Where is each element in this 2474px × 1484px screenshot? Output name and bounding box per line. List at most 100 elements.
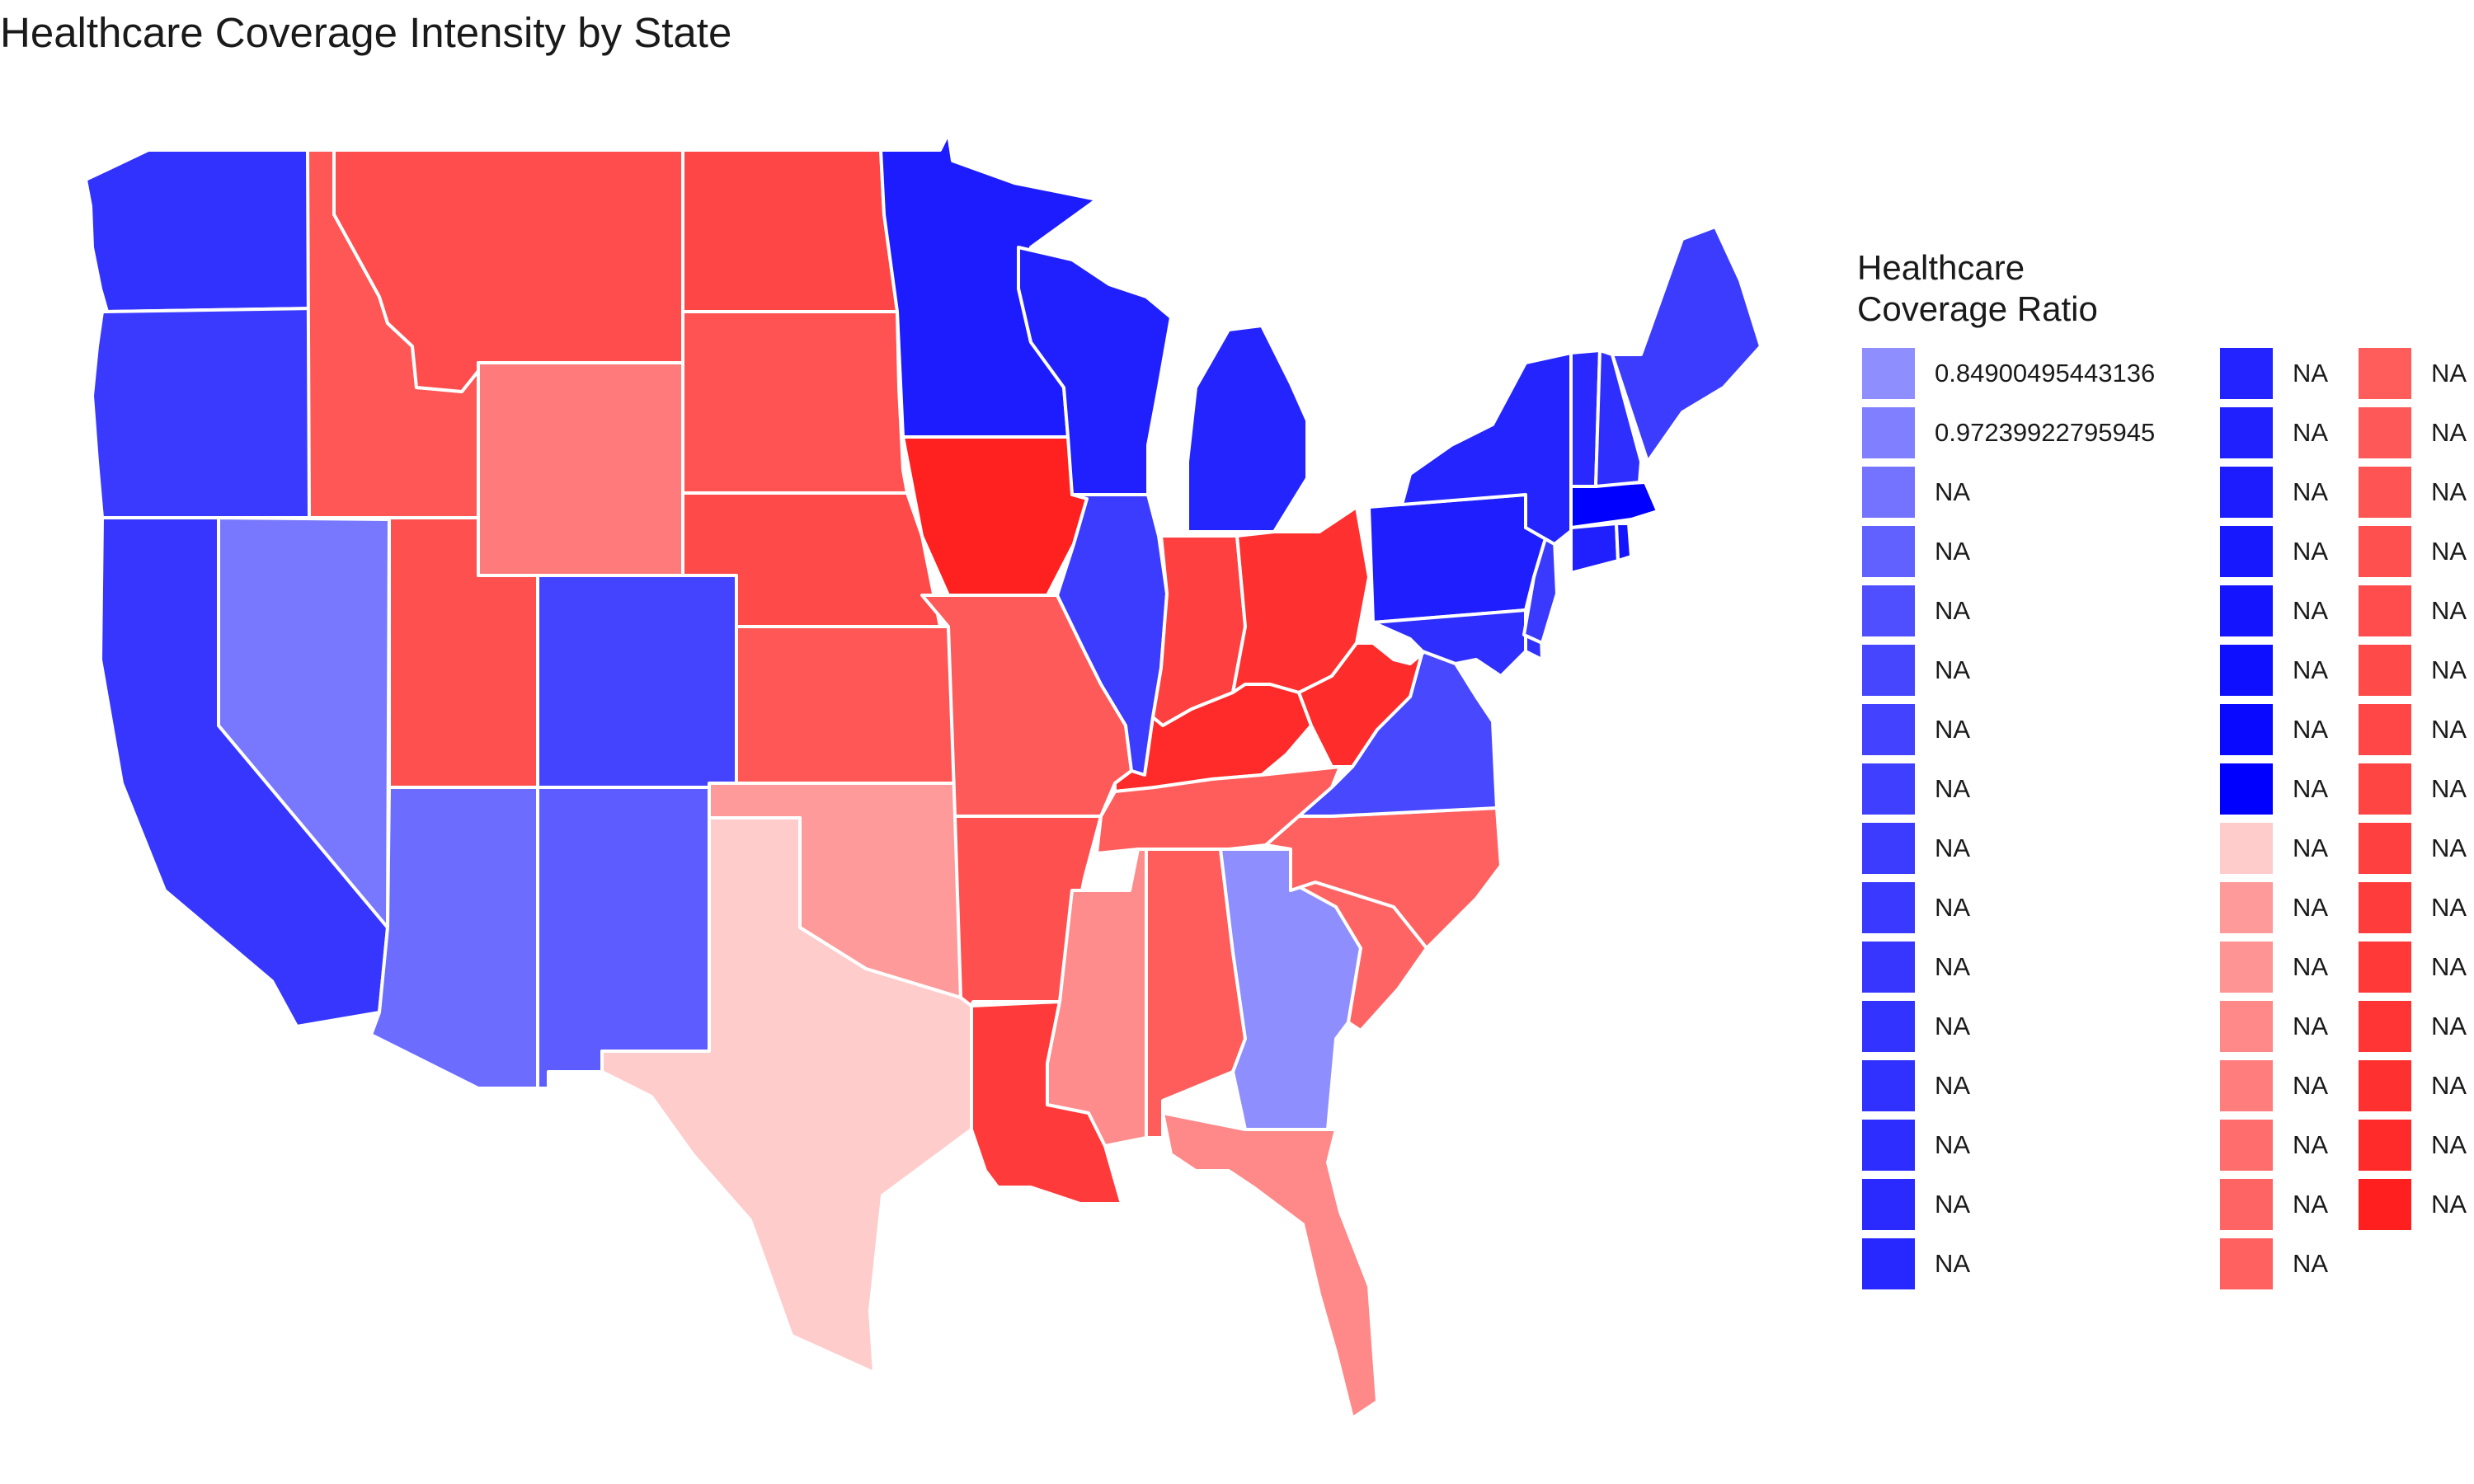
legend-label: NA xyxy=(2293,467,2328,518)
legend-key xyxy=(2220,1120,2273,1171)
legend-title: Healthcare Coverage Ratio xyxy=(1857,247,2098,330)
legend-label: NA xyxy=(1935,526,1970,577)
legend-key xyxy=(2220,823,2273,874)
state-wy xyxy=(478,363,683,575)
legend-label: NA xyxy=(2431,585,2467,636)
legend-key xyxy=(1862,1238,1915,1289)
legend-key xyxy=(2220,526,2273,577)
legend-label: NA xyxy=(2431,882,2467,933)
legend-key xyxy=(2220,1001,2273,1052)
state-az xyxy=(371,787,538,1088)
legend-key xyxy=(2220,763,2273,815)
legend-label: NA xyxy=(2431,1001,2467,1052)
us-state-map xyxy=(0,0,1814,1484)
legend-key xyxy=(1862,526,1915,577)
legend-label: NA xyxy=(1935,585,1970,636)
legend-key xyxy=(2220,348,2273,399)
legend-label: NA xyxy=(2431,1179,2467,1230)
legend-title-line2: Coverage Ratio xyxy=(1857,289,2098,330)
legend-label: NA xyxy=(2431,526,2467,577)
legend-label: NA xyxy=(2431,348,2467,399)
state-or xyxy=(92,308,317,518)
state-mi xyxy=(1188,326,1307,532)
legend-label: NA xyxy=(2431,645,2467,696)
legend-key xyxy=(2359,645,2411,696)
legend-label: NA xyxy=(2293,704,2328,755)
legend-key xyxy=(2359,882,2411,933)
legend-key xyxy=(2359,1060,2411,1111)
legend-key xyxy=(1862,704,1915,755)
legend-label: NA xyxy=(1935,1179,1970,1230)
legend-label: NA xyxy=(1935,763,1970,815)
legend-label: NA xyxy=(2293,1179,2328,1230)
legend-label: 0.97239922795945 xyxy=(1935,407,2155,458)
legend-label: NA xyxy=(2293,1001,2328,1052)
legend-label: NA xyxy=(1935,1120,1970,1171)
legend-key xyxy=(2220,704,2273,755)
legend-key xyxy=(2220,1060,2273,1111)
state-ri xyxy=(1616,524,1631,561)
legend-label: NA xyxy=(2431,467,2467,518)
legend-key xyxy=(2220,1179,2273,1230)
legend-key xyxy=(1862,882,1915,933)
legend-key xyxy=(1862,585,1915,636)
legend-key xyxy=(1862,467,1915,518)
legend-label: NA xyxy=(2431,942,2467,993)
legend-label: NA xyxy=(2293,407,2328,458)
legend-key xyxy=(1862,1120,1915,1171)
legend-key xyxy=(2220,645,2273,696)
state-fl xyxy=(1163,1113,1377,1418)
legend-label: NA xyxy=(1935,1238,1970,1289)
legend-label: NA xyxy=(1935,467,1970,518)
legend-label: NA xyxy=(1935,942,1970,993)
legend-key xyxy=(2359,763,2411,815)
legend-label: NA xyxy=(1935,1001,1970,1052)
legend-label: NA xyxy=(1935,1060,1970,1111)
legend-label: NA xyxy=(2293,1120,2328,1171)
state-co xyxy=(538,575,736,787)
legend-label: NA xyxy=(2293,526,2328,577)
legend-key xyxy=(2220,407,2273,458)
legend-label: NA xyxy=(1935,704,1970,755)
legend-key xyxy=(2359,942,2411,993)
state-nd xyxy=(683,150,897,312)
legend-label: NA xyxy=(1935,882,1970,933)
legend-key xyxy=(2220,585,2273,636)
legend-label: NA xyxy=(2293,823,2328,874)
legend-key xyxy=(1862,645,1915,696)
legend-key xyxy=(1862,407,1915,458)
legend-title-line1: Healthcare xyxy=(1857,247,2098,289)
legend-label: NA xyxy=(2293,763,2328,815)
legend-label: NA xyxy=(2431,1060,2467,1111)
legend-key xyxy=(2359,526,2411,577)
legend-label: NA xyxy=(2431,407,2467,458)
state-ma xyxy=(1571,482,1658,528)
legend-key xyxy=(2359,585,2411,636)
legend-key xyxy=(1862,823,1915,874)
state-nm xyxy=(538,787,709,1088)
legend-label: 0.84900495443136 xyxy=(1935,348,2155,399)
legend-label: NA xyxy=(2431,704,2467,755)
legend-label: NA xyxy=(2293,585,2328,636)
legend-key xyxy=(2359,1001,2411,1052)
legend-label: NA xyxy=(2293,1238,2328,1289)
legend-key xyxy=(1862,1060,1915,1111)
state-wa xyxy=(86,150,317,312)
legend-key xyxy=(2359,823,2411,874)
state-ct xyxy=(1571,524,1618,573)
legend-key xyxy=(2359,348,2411,399)
legend-key xyxy=(2359,467,2411,518)
legend-key xyxy=(2359,1120,2411,1171)
legend-key xyxy=(2220,942,2273,993)
legend-key xyxy=(1862,1001,1915,1052)
legend-key xyxy=(2359,407,2411,458)
legend-key xyxy=(2220,882,2273,933)
legend-key xyxy=(1862,942,1915,993)
legend-label: NA xyxy=(2431,1120,2467,1171)
legend-label: NA xyxy=(1935,645,1970,696)
state-ks xyxy=(736,627,955,783)
state-me xyxy=(1612,227,1761,462)
legend-key xyxy=(1862,348,1915,399)
legend-label: NA xyxy=(2431,763,2467,815)
legend-label: NA xyxy=(2293,1060,2328,1111)
